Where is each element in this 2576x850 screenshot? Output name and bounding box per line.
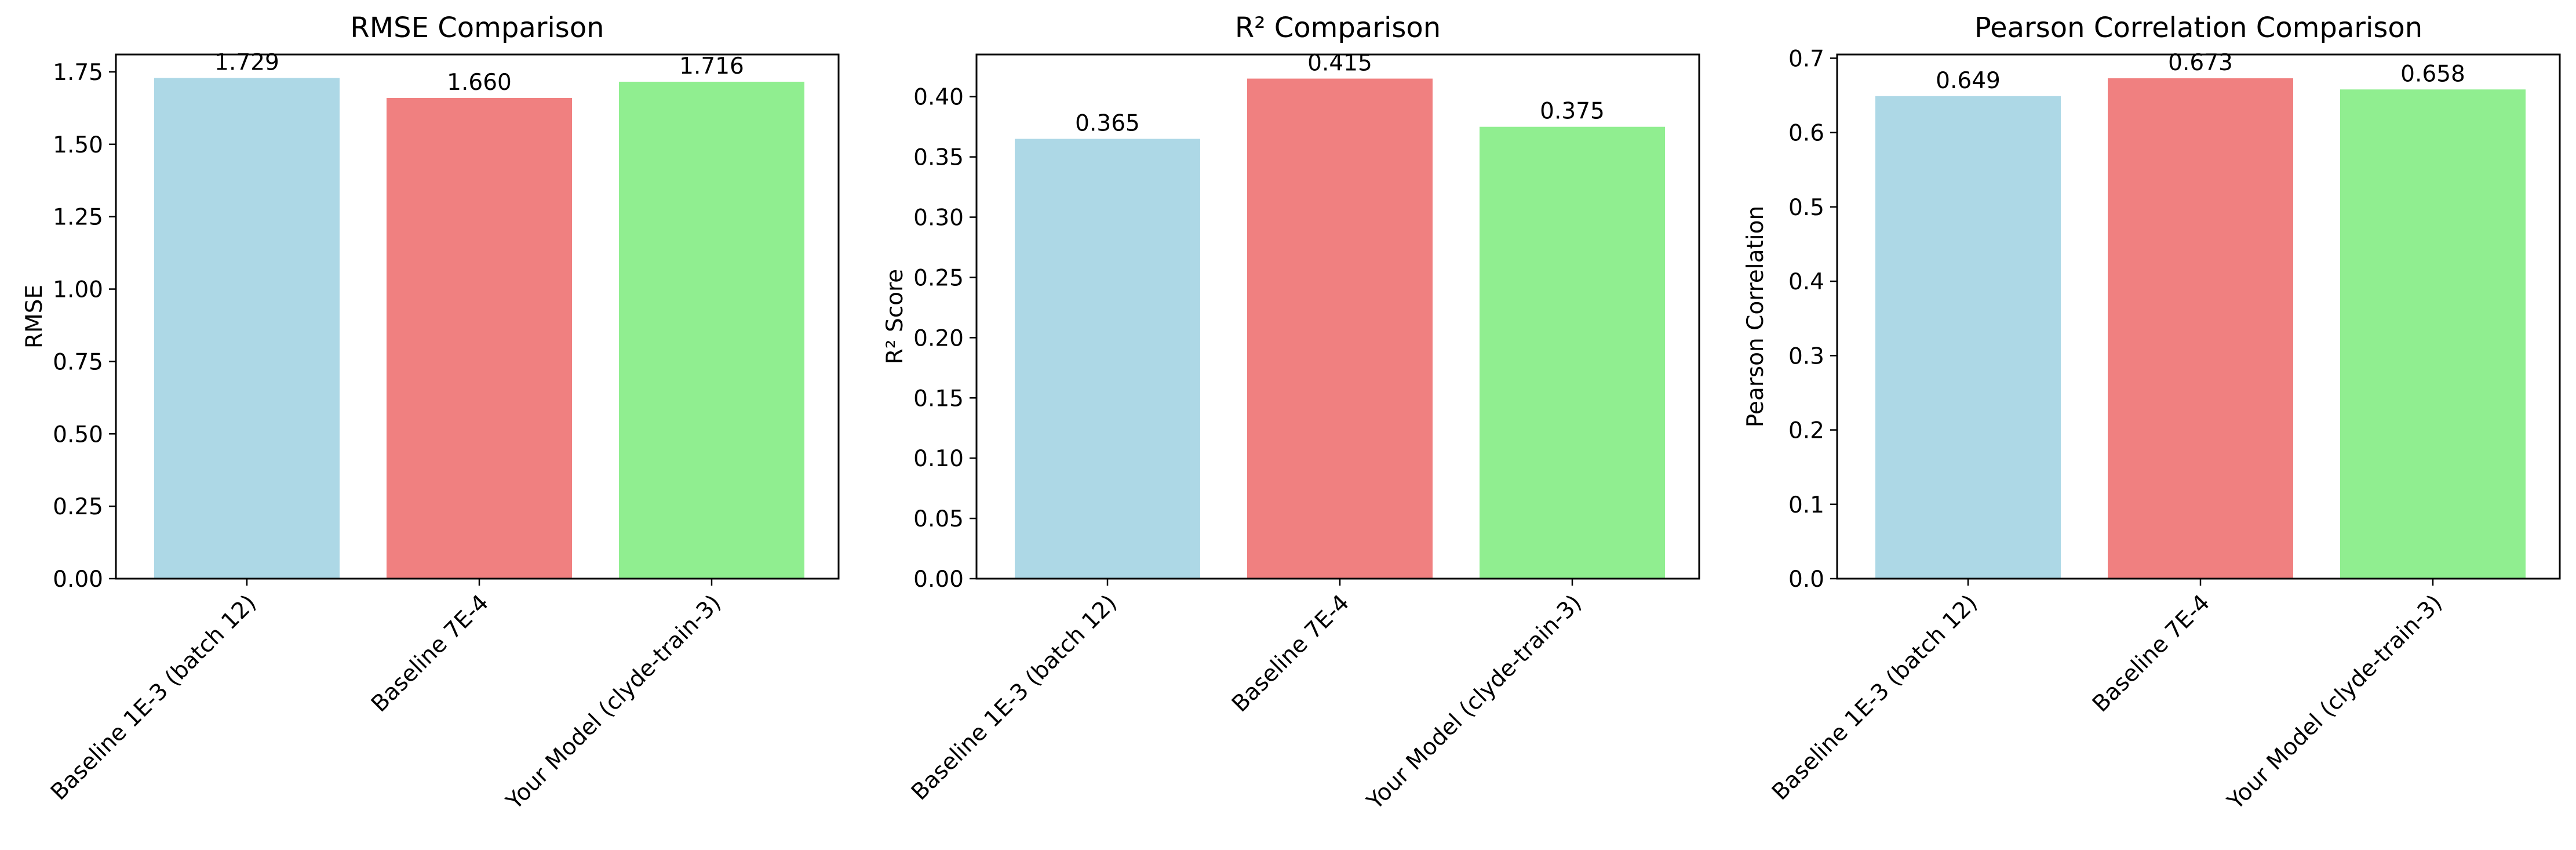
y-tick-label-3: 0.50 [53, 422, 103, 448]
y-tick-label-2: 0.1 [1788, 492, 1824, 518]
y-tick-label-5: 0.20 [913, 325, 964, 351]
y-tick-label-8: 0.7 [1788, 46, 1824, 72]
chart-panel-1: 1.729 Baseline 1E-3 (batch 12) 1.660 Baseli… [21, 12, 840, 815]
y-tick-label-1: 0.00 [913, 566, 964, 593]
x-tick-label-2: Baseline 7E-4 [1227, 590, 1354, 717]
bar-3 [1480, 126, 1665, 579]
x-tick-label-2: Baseline 7E-4 [2087, 590, 2215, 717]
plot-frame [1836, 53, 2561, 580]
bar-2 [1247, 78, 1433, 579]
y-tick-label-7: 0.6 [1788, 121, 1824, 147]
chart-title: R² Comparison [1235, 12, 1441, 44]
data-label-1: 1.729 [214, 49, 279, 75]
plot-frame [115, 53, 840, 580]
data-label-3: 0.658 [2400, 61, 2465, 87]
data-label-1: 0.365 [1075, 110, 1140, 136]
y-tick-label-4: 0.3 [1788, 343, 1824, 369]
bar-3 [619, 81, 804, 579]
y-axis-label: RMSE [21, 285, 48, 348]
bar-3 [2340, 89, 2526, 579]
bar-2 [387, 97, 572, 579]
x-tick-label-1: Baseline 1E-3 (batch 12) [1767, 590, 1983, 805]
data-label-1: 0.649 [1936, 68, 2001, 94]
data-label-2: 1.660 [447, 70, 512, 96]
y-tick-label-8: 0.35 [913, 145, 964, 171]
y-tick-label-7: 1.50 [53, 132, 103, 158]
y-tick-label-1: 0.0 [1788, 566, 1824, 593]
y-tick-label-9: 0.40 [913, 85, 964, 111]
x-tick-label-1: Baseline 1E-3 (batch 12) [906, 590, 1122, 805]
y-axis-label: R² Score [882, 269, 908, 364]
y-tick-label-5: 0.4 [1788, 269, 1824, 295]
y-tick-label-6: 1.25 [53, 205, 103, 231]
y-tick-label-2: 0.25 [53, 494, 103, 520]
bar-1 [1875, 96, 2061, 579]
x-tick-label-3: Your Model (clyde-train-3) [2222, 590, 2448, 815]
data-label-3: 1.716 [679, 53, 744, 79]
bar-1 [1015, 139, 1200, 579]
data-label-3: 0.375 [1540, 99, 1605, 125]
y-tick-label-2: 0.05 [913, 506, 964, 532]
plot-frame [975, 53, 1700, 580]
y-tick-label-8: 1.75 [53, 60, 103, 86]
x-tick-label-3: Your Model (clyde-train-3) [1362, 590, 1587, 815]
x-tick-label-2: Baseline 7E-4 [366, 590, 494, 717]
y-axis-label: Pearson Correlation [1743, 206, 1769, 427]
y-tick-label-3: 0.10 [913, 446, 964, 472]
y-tick-label-7: 0.30 [913, 205, 964, 231]
y-tick-label-1: 0.00 [53, 566, 103, 593]
x-tick-label-1: Baseline 1E-3 (batch 12) [46, 590, 261, 805]
y-tick-label-6: 0.25 [913, 265, 964, 291]
y-tick-label-3: 0.2 [1788, 418, 1824, 444]
bar-1 [154, 78, 340, 579]
chart-title: RMSE Comparison [350, 12, 604, 44]
bar-2 [2108, 78, 2293, 579]
chart-title: Pearson Correlation Comparison [1974, 12, 2422, 44]
y-tick-label-5: 1.00 [53, 277, 103, 303]
y-tick-label-6: 0.5 [1788, 195, 1824, 221]
y-tick-label-4: 0.75 [53, 349, 103, 375]
x-tick-label-3: Your Model (clyde-train-3) [501, 590, 726, 815]
y-tick-label-4: 0.15 [913, 386, 964, 412]
